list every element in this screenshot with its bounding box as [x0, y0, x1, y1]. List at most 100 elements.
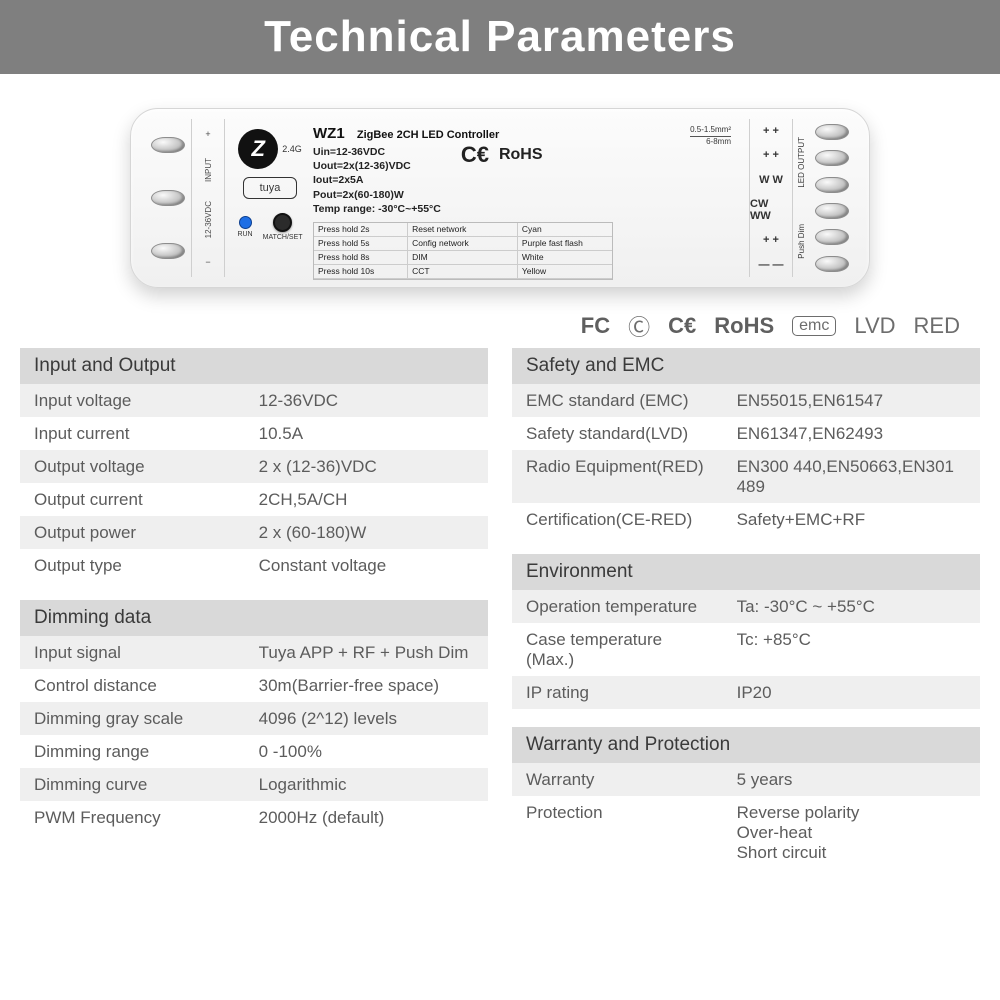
table-io: Input voltage 12-36VDC Input current 10.…	[20, 384, 488, 582]
wire-gauge-note: 0.5-1.5mm²	[690, 125, 731, 137]
spec-row: Output voltage 2 x (12-36)VDC	[20, 450, 488, 483]
header-bar: Technical Parameters	[0, 0, 1000, 74]
device-table-cell: Press hold 5s	[314, 237, 408, 251]
section-dimming: Dimming data Input signal Tuya APP + RF …	[20, 600, 488, 834]
spec-value: 2000Hz (default)	[245, 801, 488, 834]
spec-row: Safety standard(LVD) EN61347,EN62493	[512, 417, 980, 450]
screw-icon	[151, 137, 185, 153]
screw-icon	[815, 177, 849, 193]
output-pin-label: + +	[763, 149, 779, 161]
device-illustration-area: + INPUT 12-36VDC − Z 2.4G tuya RUN	[0, 74, 1000, 304]
input-voltage-label: 12-36VDC	[204, 201, 213, 238]
zigbee-logo-icon: Z	[238, 129, 278, 169]
run-led-icon	[239, 216, 252, 229]
led-output-label: LED OUTPUT	[797, 137, 806, 188]
run-led-label: RUN	[237, 231, 252, 238]
right-output-labels: + ++ +W WCW WW+ +— —	[749, 119, 793, 277]
spec-value: 30m(Barrier-free space)	[245, 669, 488, 702]
tuya-logo: tuya	[243, 177, 297, 199]
right-screw-column	[809, 119, 855, 277]
spec-label: PWM Frequency	[20, 801, 245, 834]
spec-value: Ta: -30°C ~ +55°C	[723, 590, 980, 623]
left-screw-column	[145, 119, 191, 277]
page-title: Technical Parameters	[264, 12, 736, 62]
spec-row: PWM Frequency 2000Hz (default)	[20, 801, 488, 834]
freq-label: 2.4G	[282, 144, 302, 154]
spec-label: Dimming gray scale	[20, 702, 245, 735]
device-table-cell: Press hold 10s	[314, 265, 408, 279]
spec-label: Input current	[20, 417, 245, 450]
spec-value: 12-36VDC	[245, 384, 488, 417]
spec-row: Input signal Tuya APP + RF + Push Dim	[20, 636, 488, 669]
spec-label: Output voltage	[20, 450, 245, 483]
screw-icon	[815, 124, 849, 140]
device-spec-line: Uout=2x(12-36)VDC	[313, 159, 441, 173]
fcc-mark: FC	[581, 313, 610, 339]
device-table-cell: Press hold 2s	[314, 223, 408, 237]
section-io: Input and Output Input voltage 12-36VDC …	[20, 348, 488, 582]
device-spec-lines: Uin=12-36VDCUout=2x(12-36)VDCIout=2x5APo…	[313, 145, 441, 216]
spec-tables: Input and Output Input voltage 12-36VDC …	[0, 348, 1000, 869]
spec-row: EMC standard (EMC) EN55015,EN61547	[512, 384, 980, 417]
spec-row: Radio Equipment(RED) EN300 440,EN50663,E…	[512, 450, 980, 503]
device-table-cell: Config network	[408, 237, 518, 251]
section-title-environment: Environment	[512, 554, 980, 590]
spec-label: Output power	[20, 516, 245, 549]
spec-label: Protection	[512, 796, 723, 869]
device-spec-line: Uin=12-36VDC	[313, 145, 441, 159]
ce-mark: C€	[668, 313, 696, 339]
device-spec-line: Iout=2x5A	[313, 173, 441, 187]
screw-icon	[815, 256, 849, 272]
section-warranty: Warranty and Protection Warranty 5 years…	[512, 727, 980, 869]
rohs-mark: RoHS	[499, 146, 543, 164]
section-safety: Safety and EMC EMC standard (EMC) EN5501…	[512, 348, 980, 536]
device-function-table: Press hold 2sReset networkCyanPress hold…	[313, 222, 613, 280]
match-set-label: MATCH/SET	[263, 234, 303, 241]
section-environment: Environment Operation temperature Ta: -3…	[512, 554, 980, 709]
device-table-cell: DIM	[408, 251, 518, 265]
spec-label: Input signal	[20, 636, 245, 669]
device-body: + INPUT 12-36VDC − Z 2.4G tuya RUN	[130, 108, 870, 288]
spec-value: EN55015,EN61547	[723, 384, 980, 417]
spec-value: Reverse polarityOver-heatShort circuit	[723, 796, 980, 869]
spec-row: Operation temperature Ta: -30°C ~ +55°C	[512, 590, 980, 623]
device-spec-line: Pout=2x(60-180)W	[313, 188, 441, 202]
device-table-cell: Press hold 8s	[314, 251, 408, 265]
section-title-io: Input and Output	[20, 348, 488, 384]
device-spec-line: Temp range: -30°C~+55°C	[313, 202, 441, 216]
spec-label: EMC standard (EMC)	[512, 384, 723, 417]
certification-strip: FC Ⓒ C€ RoHS emc LVD RED	[0, 304, 1000, 348]
spec-row: Output current 2CH,5A/CH	[20, 483, 488, 516]
spec-row: Case temperature (Max.) Tc: +85°C	[512, 623, 980, 676]
spec-label: Radio Equipment(RED)	[512, 450, 723, 503]
spec-row: Dimming gray scale 4096 (2^12) levels	[20, 702, 488, 735]
spec-row: Dimming curve Logarithmic	[20, 768, 488, 801]
left-terminal-labels: + INPUT 12-36VDC −	[191, 119, 225, 277]
table-dimming: Input signal Tuya APP + RF + Push Dim Co…	[20, 636, 488, 834]
logo-column: Z 2.4G tuya RUN MATCH/SET	[235, 123, 305, 273]
device-mid: Z 2.4G tuya RUN MATCH/SET	[225, 119, 749, 277]
input-label: INPUT	[204, 158, 213, 182]
device-table-cell: Cyan	[518, 223, 612, 237]
device-subtitle: ZigBee 2CH LED Controller	[357, 129, 499, 141]
spec-value: 5 years	[723, 763, 980, 796]
output-pin-label: W W	[759, 174, 783, 186]
device-table-cell: Purple fast flash	[518, 237, 612, 251]
spec-label: Control distance	[20, 669, 245, 702]
spec-value: EN61347,EN62493	[723, 417, 980, 450]
output-pin-label: — —	[758, 259, 783, 271]
spec-row: Control distance 30m(Barrier-free space)	[20, 669, 488, 702]
spec-label: IP rating	[512, 676, 723, 709]
spec-value: IP20	[723, 676, 980, 709]
spec-value: 2 x (60-180)W	[245, 516, 488, 549]
wire-strip-note: 6-8mm	[690, 137, 731, 146]
lvd-mark: LVD	[854, 313, 895, 339]
match-set-button	[273, 213, 292, 232]
output-pin-label: + +	[763, 234, 779, 246]
spec-value: Safety+EMC+RF	[723, 503, 980, 536]
table-safety: EMC standard (EMC) EN55015,EN61547 Safet…	[512, 384, 980, 536]
table-environment: Operation temperature Ta: -30°C ~ +55°C …	[512, 590, 980, 709]
screw-icon	[151, 190, 185, 206]
c-mark: Ⓒ	[628, 310, 650, 342]
screw-icon	[815, 229, 849, 245]
